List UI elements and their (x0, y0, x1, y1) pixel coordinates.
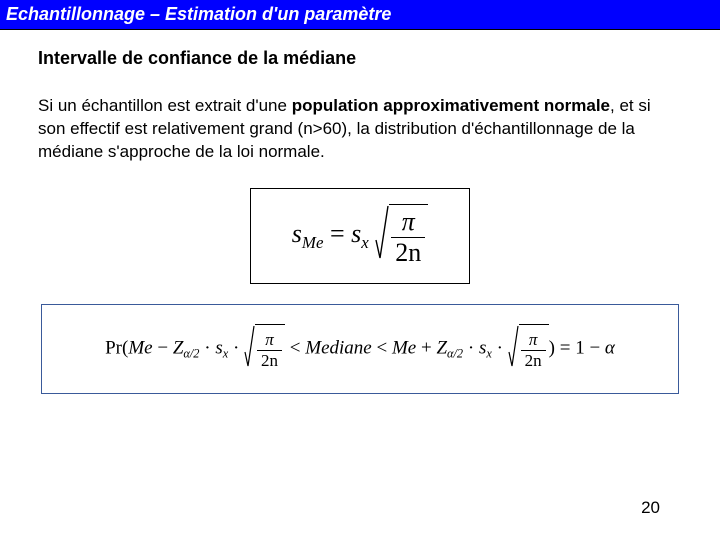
f2-frac2: π2n (521, 330, 546, 371)
f1-s: s (292, 219, 302, 248)
title-bar: Echantillonnage – Estimation d'un paramè… (0, 0, 720, 30)
f1-sqrt-body: π 2n (389, 204, 428, 268)
page-number: 20 (641, 498, 660, 518)
f2-sqrt1-body: π2n (255, 324, 285, 374)
f2-sqrt2-body: π2n (519, 324, 549, 374)
f2-z1: Z (173, 337, 184, 358)
f1-2n: 2n (395, 238, 421, 267)
f2-2n1: 2n (261, 351, 278, 370)
sqrt-sign-icon (508, 324, 519, 374)
f2-minus: − (153, 337, 173, 358)
f2-s1: s (215, 337, 222, 358)
f1-rhs-sub: x (361, 233, 369, 252)
f2-lt1: < (285, 337, 305, 358)
f1-eq: = (330, 219, 351, 248)
f2-mediane: Mediane (305, 337, 371, 358)
f1-pi: π (391, 207, 425, 237)
f2-lt2: < (372, 337, 392, 358)
f2-close: ) = 1 − (549, 337, 605, 358)
f2-zsub2: α/2 (447, 346, 463, 360)
f2-cdot3: · (463, 337, 479, 358)
formula-box-1: sMe = sx π 2n (250, 188, 470, 284)
f2-cdot2: · (228, 337, 244, 358)
formula-box-2: Pr(Me − Zα/2 · sx · π2n < Mediane < Me +… (41, 304, 679, 394)
f2-zsub1: α/2 (183, 346, 199, 360)
f2-2n2: 2n (525, 351, 542, 370)
body-bold1: population approximativement normale (292, 96, 610, 115)
f2-sqrt2: π2n (508, 324, 549, 374)
content-area: Intervalle de confiance de la médiane Si… (0, 30, 720, 394)
sqrt-sign-icon (375, 204, 389, 268)
f2-pi1: π (257, 330, 282, 350)
f2-cdot1: · (199, 337, 215, 358)
f1-frac: π 2n (391, 207, 425, 268)
f2-me2: Me (392, 337, 416, 358)
subtitle: Intervalle de confiance de la médiane (38, 48, 682, 69)
f2-pi2: π (521, 330, 546, 350)
f2-cdot4: · (492, 337, 508, 358)
title-text: Echantillonnage – Estimation d'un paramè… (6, 4, 391, 24)
f2-frac1: π2n (257, 330, 282, 371)
f2-z2: Z (436, 337, 447, 358)
f1-s-sub: Me (302, 233, 324, 252)
body-part1: Si un échantillon est extrait d'une (38, 96, 292, 115)
formula-1: sMe = sx π 2n (292, 204, 429, 268)
f2-sqrt1: π2n (244, 324, 285, 374)
f2-alpha: α (605, 337, 615, 358)
body-paragraph: Si un échantillon est extrait d'une popu… (38, 95, 682, 164)
sqrt-sign-icon (244, 324, 255, 374)
f1-rhs-s: s (351, 219, 361, 248)
f2-plus: + (416, 337, 436, 358)
f1-sqrt: π 2n (375, 204, 428, 268)
f2-pr: Pr( (105, 337, 128, 358)
formula-2: Pr(Me − Zα/2 · sx · π2n < Mediane < Me +… (105, 324, 615, 374)
f2-me1: Me (128, 337, 152, 358)
